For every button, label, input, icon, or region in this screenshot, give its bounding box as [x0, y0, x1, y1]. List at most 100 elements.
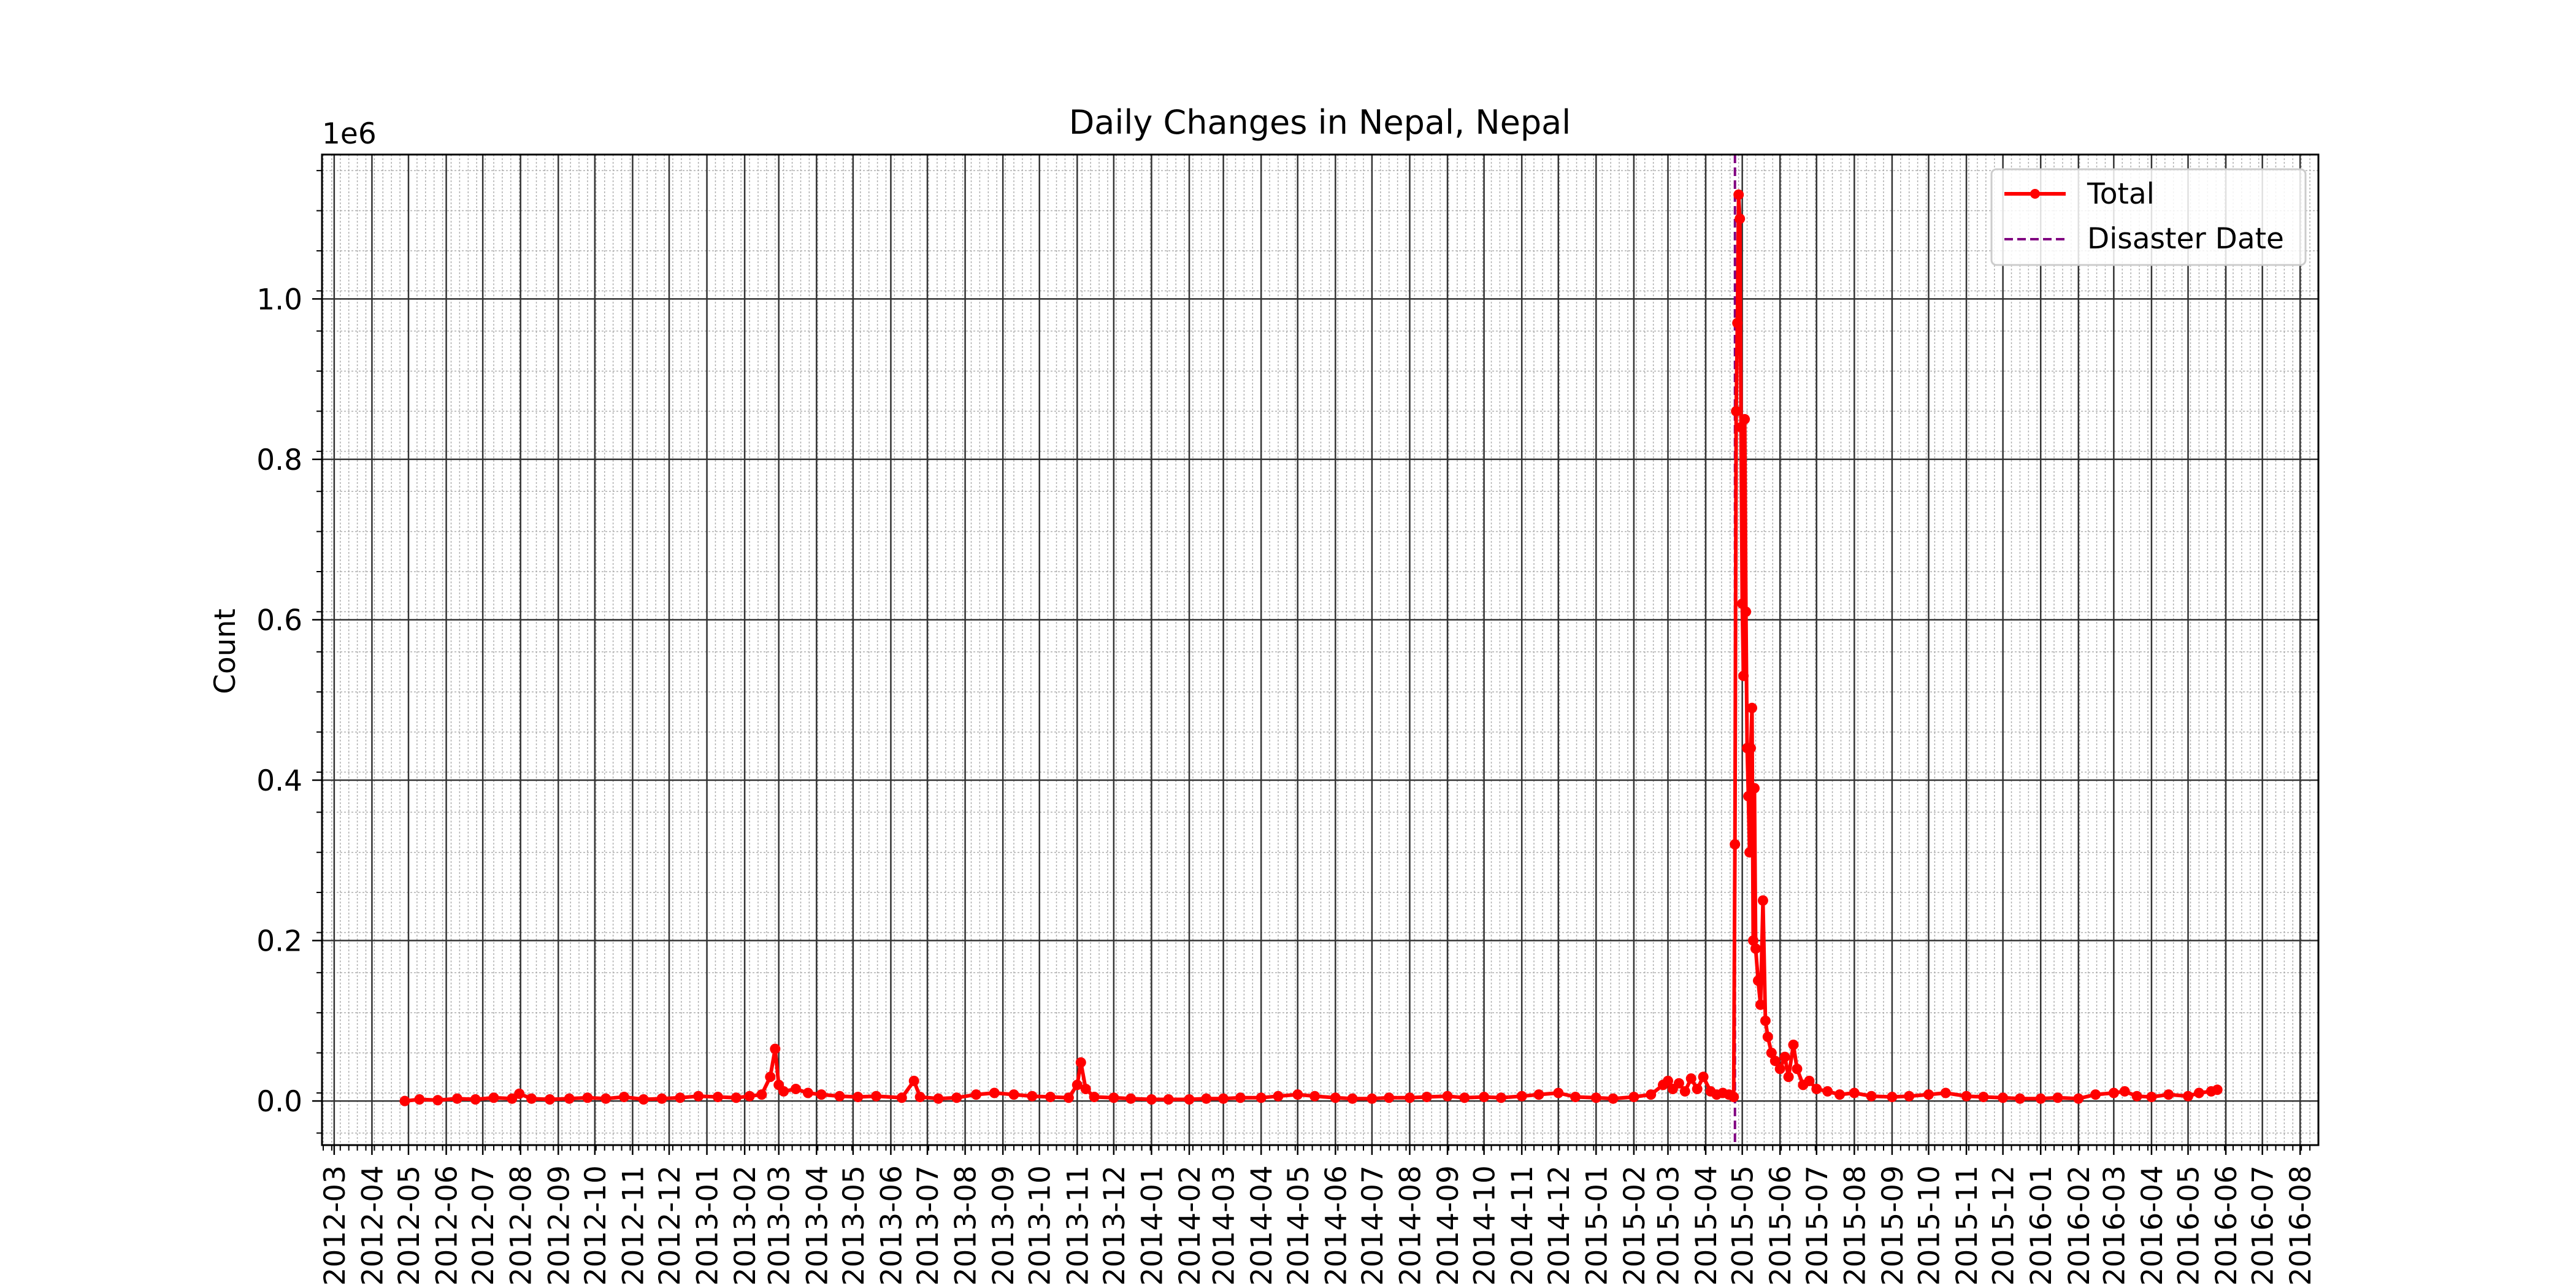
x-tick-label: 2015-08 [1838, 1165, 1872, 1286]
data-point-marker [526, 1093, 537, 1104]
data-point-marker [1080, 1084, 1091, 1094]
x-tick-label: 2015-10 [1912, 1165, 1946, 1286]
x-tick-label: 2012-04 [356, 1165, 389, 1286]
data-point-marker [1075, 1057, 1086, 1068]
x-tick-label: 2016-07 [2247, 1165, 2280, 1286]
data-point-marker [1755, 999, 1766, 1010]
x-tick-label: 2013-10 [1024, 1165, 1057, 1286]
data-point-marker [1608, 1093, 1619, 1104]
data-point-marker [2108, 1087, 2119, 1098]
data-point-marker [1384, 1092, 1395, 1103]
data-point-marker [451, 1093, 462, 1104]
data-point-marker [1732, 318, 1743, 329]
x-tick-label: 2012-09 [542, 1165, 576, 1286]
data-point-marker [1904, 1091, 1915, 1102]
data-point-marker [1792, 1064, 1803, 1075]
y-axis: 0.0 0.2 0.4 0.6 0.8 1.0 [256, 170, 322, 1134]
x-tick-label: 2015-09 [1876, 1165, 1910, 1286]
data-point-marker [675, 1092, 686, 1103]
x-tick-label: 2012-06 [431, 1165, 464, 1286]
data-point-marker [1685, 1073, 1696, 1084]
data-point-marker [712, 1092, 723, 1102]
data-point-marker [1743, 791, 1754, 802]
data-point-marker [432, 1095, 443, 1106]
x-tick-label: 2016-03 [2098, 1165, 2131, 1286]
data-point-marker [1063, 1092, 1074, 1103]
data-point-marker [1735, 213, 1746, 224]
data-point-marker [1201, 1093, 1212, 1104]
y-tick-label: 0.4 [256, 764, 302, 798]
data-point-marker [1235, 1092, 1246, 1103]
x-axis: 2012-03 2012-04 2012-05 2012-06 2012-07 2012-… [318, 1145, 2318, 1286]
data-point-marker [1698, 1071, 1709, 1083]
x-tick-label: 2012-07 [467, 1165, 500, 1286]
y-tick-label: 1.0 [256, 283, 302, 316]
x-tick-label: 2016-01 [2025, 1165, 2058, 1286]
data-point-marker [2090, 1089, 2101, 1100]
data-point-marker [2035, 1093, 2046, 1104]
data-point-marker [834, 1091, 845, 1102]
data-point-marker [656, 1093, 667, 1104]
data-point-marker [1779, 1051, 1790, 1062]
x-tick-label: 2013-09 [987, 1165, 1021, 1286]
data-point-marker [564, 1093, 575, 1104]
x-tick-label: 2013-07 [911, 1165, 945, 1286]
data-point-marker [414, 1094, 425, 1105]
x-tick-label: 2016-02 [2063, 1165, 2096, 1286]
data-point-marker [1940, 1087, 1951, 1098]
data-point-marker [582, 1092, 593, 1103]
data-point-marker [1255, 1092, 1267, 1103]
data-point-marker [1218, 1093, 1229, 1104]
data-point-marker [1692, 1084, 1703, 1094]
data-point-marker [1736, 422, 1747, 433]
legend: Total Disaster Date [1990, 168, 2307, 266]
x-tick-label: 2012-03 [318, 1165, 352, 1286]
x-tick-label: 2016-06 [2210, 1165, 2244, 1286]
x-tick-label: 2014-08 [1393, 1165, 1427, 1286]
x-tick-label: 2014-02 [1173, 1165, 1207, 1286]
x-tick-label: 2012-11 [616, 1165, 650, 1286]
chart-title: Daily Changes in Nepal, Nepal [1069, 103, 1571, 142]
x-tick-label: 2012-05 [393, 1165, 426, 1286]
data-point-marker [1923, 1089, 1934, 1100]
data-point-marker [971, 1089, 981, 1100]
y-tick-label: 0.2 [256, 925, 302, 959]
minor-grid [322, 155, 2318, 1145]
data-point-marker [1628, 1092, 1639, 1102]
data-point-marker [989, 1087, 1000, 1098]
x-tick-label: 2015-01 [1580, 1165, 1614, 1286]
data-point-marker [1347, 1093, 1358, 1104]
x-tick-label: 2014-05 [1282, 1165, 1316, 1286]
data-point-marker [1783, 1071, 1794, 1083]
data-point-marker [816, 1089, 827, 1100]
x-tick-label: 2014-12 [1543, 1165, 1576, 1286]
data-point-marker [1887, 1092, 1898, 1102]
data-point-marker [1125, 1093, 1137, 1104]
x-tick-label: 2013-06 [875, 1165, 908, 1286]
data-point-marker [1760, 1015, 1771, 1026]
data-point-marker [2183, 1091, 2193, 1102]
data-point-marker [1834, 1089, 1845, 1100]
data-point-marker [1747, 702, 1757, 713]
data-point-marker [1273, 1091, 1284, 1102]
data-point-marker [1533, 1089, 1544, 1100]
data-point-marker [2052, 1092, 2063, 1103]
data-point-marker [1553, 1087, 1564, 1098]
x-tick-label: 2015-05 [1727, 1165, 1760, 1286]
data-point-marker [1774, 1064, 1785, 1075]
x-tick-label: 2013-12 [1098, 1165, 1132, 1286]
data-point-marker [1822, 1086, 1833, 1097]
data-point-marker [1646, 1089, 1657, 1100]
x-tick-label: 2015-11 [1950, 1165, 1984, 1286]
legend-box [1990, 168, 2307, 266]
data-point-marker [1184, 1094, 1195, 1105]
data-point-marker [853, 1092, 864, 1102]
data-point-marker [1459, 1092, 1470, 1103]
x-tick-label: 2014-11 [1506, 1165, 1539, 1286]
x-tick-label: 2014-06 [1319, 1165, 1353, 1286]
data-point-marker [1738, 670, 1749, 681]
data-point-marker [1766, 1048, 1777, 1059]
x-tick-label: 2012-10 [579, 1165, 613, 1286]
x-tick-label: 2014-01 [1135, 1165, 1169, 1286]
x-tick-label: 2015-04 [1690, 1165, 1723, 1286]
